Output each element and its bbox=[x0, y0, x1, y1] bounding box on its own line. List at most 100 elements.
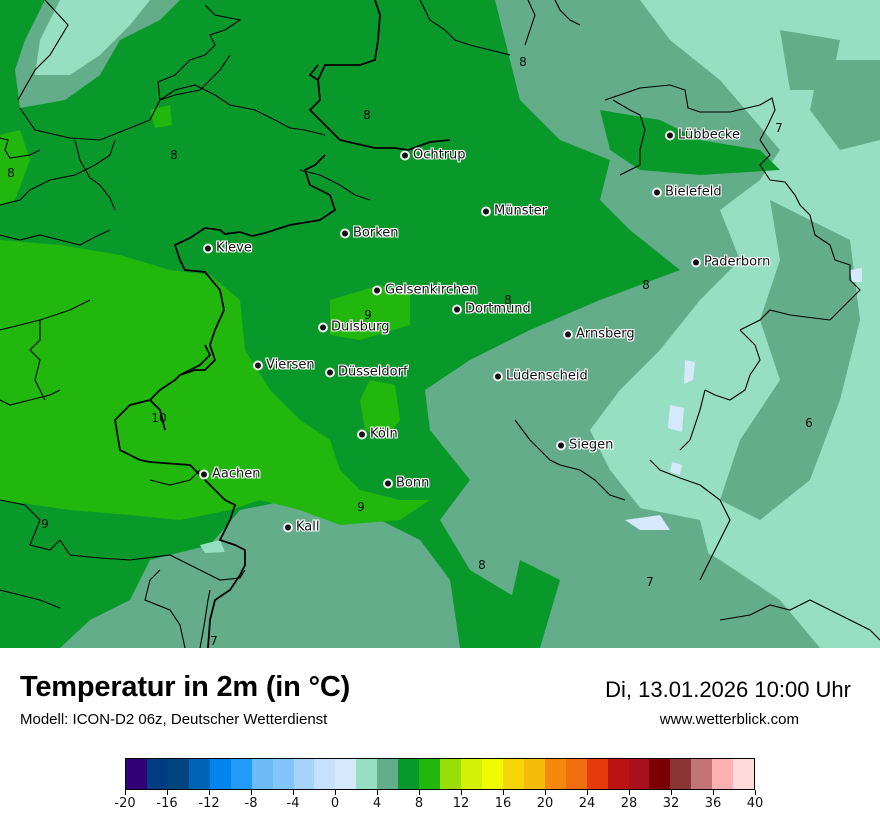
colorbar-tick-label: 40 bbox=[746, 796, 764, 811]
colorbar-segment bbox=[649, 759, 671, 789]
city-dot-icon bbox=[652, 187, 662, 197]
colorbar-segment bbox=[544, 759, 566, 789]
city-dot-icon bbox=[325, 367, 335, 377]
city-marker-duesseldorf: Düsseldorf bbox=[325, 365, 408, 380]
city-name: Dortmund bbox=[465, 301, 531, 317]
colorbar-segment bbox=[314, 759, 336, 789]
colorbar-tick-mark bbox=[334, 790, 336, 795]
city-marker-luebbecke: Lübbecke bbox=[665, 128, 740, 143]
website-link[interactable]: www.wetterblick.com bbox=[659, 711, 799, 728]
city-marker-arnsberg: Arnsberg bbox=[563, 327, 635, 342]
colorbar-tick-label: -20 bbox=[114, 796, 136, 811]
colorbar-tick-label: 8 bbox=[414, 796, 424, 811]
contour-label: 9 bbox=[357, 500, 365, 514]
colorbar-segment bbox=[126, 759, 147, 789]
colorbar-tick-mark bbox=[502, 790, 504, 795]
city-marker-aachen: Aachen bbox=[199, 467, 260, 482]
contour-label: 9 bbox=[41, 517, 49, 531]
city-dot-icon bbox=[340, 228, 350, 238]
colorbar-segment bbox=[167, 759, 189, 789]
model-subtitle: Modell: ICON-D2 06z, Deutscher Wetterdie… bbox=[20, 711, 328, 728]
city-dot-icon bbox=[665, 130, 675, 140]
colorbar-tick-mark bbox=[376, 790, 378, 795]
city-name: Paderborn bbox=[704, 254, 771, 270]
city-name: Gelsenkirchen bbox=[385, 282, 478, 298]
colorbar-tick-mark bbox=[460, 790, 462, 795]
colorbar-tick-label: -16 bbox=[156, 796, 178, 811]
city-name: Aachen bbox=[212, 466, 261, 482]
colorbar-segment bbox=[293, 759, 315, 789]
colorbar-tick-mark bbox=[586, 790, 588, 795]
city-marker-gelsenkirchen: Gelsenkirchen bbox=[372, 283, 478, 298]
colorbar-tick-mark bbox=[124, 790, 126, 795]
city-name: Borken bbox=[353, 225, 399, 241]
temperature-map: 8 8 7 8 8 8 8 9 10 6 9 9 8 7 7 Lübbecke … bbox=[0, 0, 880, 648]
city-marker-dortmund: Dortmund bbox=[452, 302, 531, 317]
colorbar-segment bbox=[712, 759, 734, 789]
contour-label: 7 bbox=[210, 634, 218, 648]
colorbar-segment bbox=[461, 759, 482, 789]
city-dot-icon bbox=[253, 360, 263, 370]
city-name: Arnsberg bbox=[576, 326, 635, 342]
city-dot-icon bbox=[357, 429, 367, 439]
colorbar-segment bbox=[565, 759, 587, 789]
city-marker-koeln: Köln bbox=[357, 427, 398, 442]
colorbar-segment bbox=[377, 759, 399, 789]
colorbar-tick-label: 24 bbox=[578, 796, 596, 811]
city-name: Düsseldorf bbox=[338, 364, 408, 380]
colorbar-segment bbox=[607, 759, 629, 789]
colorbar-segment bbox=[440, 759, 461, 789]
colorbar-tick-mark bbox=[754, 790, 756, 795]
city-dot-icon bbox=[372, 285, 382, 295]
contour-label: 7 bbox=[646, 575, 654, 589]
colorbar-segment bbox=[230, 759, 252, 789]
colorbar-segment bbox=[733, 759, 755, 789]
colorbar-segment bbox=[523, 759, 545, 789]
map-title: Temperatur in 2m (in °C) bbox=[20, 671, 351, 703]
colorbar-segment bbox=[398, 759, 420, 789]
city-dot-icon bbox=[481, 206, 491, 216]
city-marker-ochtrup: Ochtrup bbox=[400, 148, 466, 163]
colorbar-segment bbox=[502, 759, 524, 789]
city-marker-kleve: Kleve bbox=[203, 241, 252, 256]
contour-label: 8 bbox=[363, 108, 371, 122]
city-marker-kall: Kall bbox=[283, 520, 320, 535]
city-dot-icon bbox=[203, 243, 213, 253]
colorbar-segment bbox=[146, 759, 168, 789]
city-marker-bonn: Bonn bbox=[383, 476, 429, 491]
contour-label: 6 bbox=[805, 416, 813, 430]
contour-label: 9 bbox=[364, 308, 372, 322]
city-marker-paderborn: Paderborn bbox=[691, 255, 770, 270]
city-marker-viersen: Viersen bbox=[253, 358, 315, 373]
colorbar-tick-mark bbox=[292, 790, 294, 795]
city-name: Duisburg bbox=[331, 319, 390, 335]
city-name: Lüdenscheid bbox=[506, 368, 588, 384]
city-dot-icon bbox=[283, 522, 293, 532]
city-marker-duisburg: Duisburg bbox=[318, 320, 390, 335]
city-name: Bielefeld bbox=[665, 184, 722, 200]
city-dot-icon bbox=[452, 304, 462, 314]
contour-label: 8 bbox=[504, 293, 512, 307]
city-name: Lübbecke bbox=[678, 127, 740, 143]
city-marker-muenster: Münster bbox=[481, 204, 547, 219]
colorbar-tick-label: 20 bbox=[536, 796, 554, 811]
colorbar-tick-label: -4 bbox=[286, 796, 300, 811]
contour-label: 8 bbox=[478, 558, 486, 572]
city-marker-borken: Borken bbox=[340, 226, 399, 241]
colorbar-ticks: -20 -16 -12 -8 -4 0 4 8 12 16 20 24 28 32 36 40 bbox=[114, 790, 763, 820]
colorbar-tick-mark bbox=[712, 790, 714, 795]
city-name: Viersen bbox=[266, 357, 315, 373]
city-dot-icon bbox=[691, 257, 701, 267]
city-dot-icon bbox=[400, 150, 410, 160]
map-canvas bbox=[0, 0, 880, 648]
colorbar-segment bbox=[251, 759, 273, 789]
colorbar-tick-label: -8 bbox=[244, 796, 258, 811]
colorbar-tick-label: 16 bbox=[494, 796, 512, 811]
city-dot-icon bbox=[563, 329, 573, 339]
colorbar-tick-label: 36 bbox=[704, 796, 722, 811]
colorbar-tick-label: 32 bbox=[662, 796, 680, 811]
temperature-colorbar bbox=[125, 758, 755, 790]
colorbar-tick-mark bbox=[250, 790, 252, 795]
colorbar-segment bbox=[356, 759, 378, 789]
colorbar-tick-label: 28 bbox=[620, 796, 638, 811]
